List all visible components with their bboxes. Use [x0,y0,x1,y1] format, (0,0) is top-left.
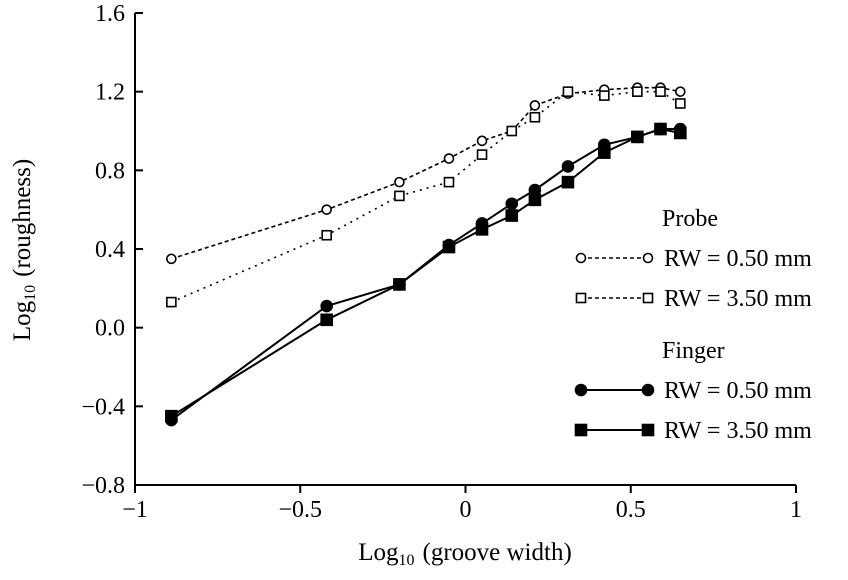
legend-marker-start [575,252,587,264]
legend-marker-end [641,383,655,397]
legend-marker-start [574,423,588,437]
data-point [506,125,518,137]
y-tick-label: −0.4 [81,394,125,420]
legend-label: RW = 0.50 mm [664,378,812,404]
data-point [166,253,177,265]
series-line [171,86,681,260]
legend-marker-end [642,292,654,304]
data-point [561,160,575,173]
data-point [528,193,542,207]
data-point [443,153,455,164]
y-tick-label: −0.8 [81,473,125,499]
legend-marker-start [575,292,587,304]
x-axis-label: Log10 (groove width) [358,539,572,569]
y-tick-label: 0.0 [95,316,125,342]
series-line [170,128,681,418]
y-tick-label: 0.4 [95,237,125,263]
series-line [170,128,681,421]
data-point [442,240,456,254]
y-tick-label: 1.2 [95,80,125,106]
data-point [561,175,575,189]
data-point [394,176,405,188]
x-tick-label: 0.5 [616,497,646,523]
axes: 1.6 1.2 0.8 0.4 0.0 −0.4 −0.8−1 −0.5 0 0.5 1 [81,1,802,523]
data-point [675,86,686,97]
series-group [165,82,687,427]
data-point [320,299,333,313]
data-point [476,135,488,147]
data-point [321,229,332,241]
legend-label: RW = 3.50 mm [664,286,812,312]
data-point [675,98,686,109]
data-point [562,86,574,97]
data-point [475,223,489,236]
x-tick-label: 1 [790,497,802,523]
data-point [443,176,455,188]
legend: Probe RW = 0.50 mm RW = 3.50 mm Finger RW = … [574,206,812,444]
y-tick-label: 1.6 [95,1,125,27]
x-tick-label: 0 [460,497,472,523]
series-finger-3 [165,122,687,423]
legend-label: RW = 0.50 mm [664,246,812,272]
data-point [598,146,611,159]
data-point [599,90,610,101]
y-tick-label: 0.8 [95,158,125,184]
data-point [166,296,177,308]
data-point [529,111,541,123]
data-point [631,130,644,144]
data-point [529,100,541,111]
data-point [505,209,519,222]
data-point [505,197,519,211]
data-point [674,126,687,140]
legend-marker-start [574,383,588,397]
data-point [320,313,333,327]
legend-marker-end [642,252,654,264]
data-point [165,409,178,423]
legend-marker-end [641,423,655,437]
x-tick-label: −0.5 [278,497,322,523]
data-point [632,86,643,97]
legend-label: RW = 3.50 mm [664,418,812,444]
series-finger-2 [165,122,687,427]
x-tick-label: −1 [122,497,148,523]
series-line [171,90,681,303]
data-point [476,149,488,160]
legend-title: Finger [662,338,725,364]
data-point [394,190,405,202]
legend-title: Probe [662,206,718,232]
data-point [393,278,406,291]
series-probe-1 [166,86,686,308]
y-axis-label: Log10(roughness) [9,159,39,341]
data-point [654,122,667,136]
data-point [321,204,332,215]
data-point [655,86,666,97]
series-probe-0 [166,82,686,265]
